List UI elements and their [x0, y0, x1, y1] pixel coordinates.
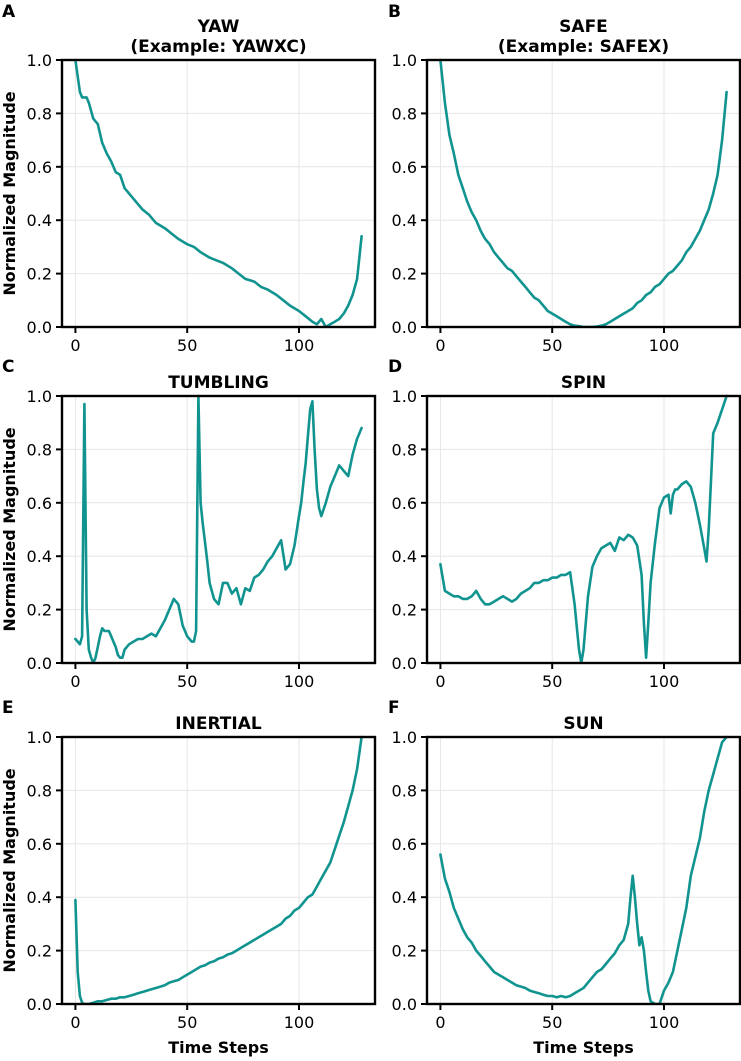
y-tick-label: 0.6	[392, 494, 417, 513]
y-tick-label: 0.8	[392, 104, 417, 123]
y-tick-label: 1.0	[27, 51, 52, 70]
plot-frame	[60, 735, 377, 1006]
x-axis-label: Time Steps	[533, 1038, 634, 1057]
y-tick-label: 0.8	[27, 781, 52, 800]
x-axis-label: Time Steps	[168, 1038, 269, 1057]
y-tick-label: 0.2	[27, 942, 52, 961]
plot-frame	[60, 394, 377, 665]
y-tick-label: 0.0	[392, 995, 417, 1014]
y-tick-label: 0.0	[392, 318, 417, 337]
y-tick-label: 0.4	[392, 211, 417, 230]
panel-letter: C	[2, 357, 14, 377]
x-tick-label: 0	[435, 336, 445, 355]
panel-c: 0 50 100 0.0 0.2 0.4 0.6 0.8 1.0 C TUMBLING Normali…	[0, 357, 377, 691]
panel-title: INERTIAL	[175, 714, 262, 734]
y-tick-label: 0.6	[27, 158, 52, 177]
plot-frame	[425, 394, 741, 665]
x-tick-label: 50	[177, 336, 197, 355]
y-tick-label: 0.2	[27, 265, 52, 284]
x-tick-label: 50	[177, 1013, 197, 1032]
x-tick-label: 0	[70, 672, 80, 691]
y-tick-label: 0.0	[392, 654, 417, 673]
x-tick-label: 100	[284, 672, 315, 691]
y-tick-label: 1.0	[392, 728, 417, 747]
y-tick-label: 0.4	[27, 211, 52, 230]
y-axis-label: Normalized Magnitude	[0, 427, 19, 631]
y-tick-label: 1.0	[27, 728, 52, 747]
x-tick-label: 50	[177, 672, 197, 691]
panel-title: SUN	[563, 714, 603, 734]
panel-b: 0 50 100 0.0 0.2 0.4 0.6 0.8 1.0 B SAFE(Example: S…	[388, 2, 741, 355]
y-tick-label: 0.6	[392, 835, 417, 854]
y-tick-label: 0.2	[392, 265, 417, 284]
series-line-sun	[439, 735, 728, 1004]
y-tick-label: 0.8	[392, 781, 417, 800]
series-line-safe	[439, 58, 728, 327]
plot-frame	[60, 58, 377, 329]
panel-title: (Example: YAWXC)	[130, 37, 306, 57]
x-tick-label: 0	[70, 336, 80, 355]
series-line-spin	[439, 394, 728, 663]
x-tick-label: 100	[649, 336, 680, 355]
plot-frame	[425, 58, 741, 329]
y-axis-label: Normalized Magnitude	[0, 768, 19, 972]
panel-e: 0 50 100 0.0 0.2 0.4 0.6 0.8 1.0 E INERTIAL Normali…	[0, 698, 377, 1057]
x-tick-label: 100	[284, 336, 315, 355]
y-tick-label: 0.8	[392, 440, 417, 459]
x-tick-label: 0	[70, 1013, 80, 1032]
y-tick-label: 0.2	[392, 601, 417, 620]
y-tick-label: 0.2	[392, 942, 417, 961]
y-tick-label: 0.8	[27, 104, 52, 123]
panel-letter: D	[388, 357, 402, 377]
panel-letter: E	[2, 698, 14, 718]
panel-d: 0 50 100 0.0 0.2 0.4 0.6 0.8 1.0 D SPIN	[388, 357, 741, 691]
plot-frame	[425, 735, 741, 1006]
y-tick-label: 0.4	[27, 547, 52, 566]
y-tick-label: 0.6	[392, 158, 417, 177]
panel-a: 0 50 100 0.0 0.2 0.4 0.6 0.8 1.0 A YAW(Example: YA…	[0, 2, 377, 355]
panel-title: SPIN	[561, 373, 606, 393]
y-tick-label: 0.0	[27, 654, 52, 673]
y-tick-label: 0.2	[27, 601, 52, 620]
panel-letter: B	[388, 2, 401, 22]
y-axis-label: Normalized Magnitude	[0, 91, 19, 295]
x-tick-label: 100	[649, 672, 680, 691]
x-tick-label: 0	[435, 672, 445, 691]
x-tick-label: 50	[542, 672, 562, 691]
y-tick-label: 1.0	[392, 387, 417, 406]
panel-title: TUMBLING	[168, 373, 269, 393]
x-tick-label: 100	[649, 1013, 680, 1032]
y-tick-label: 0.8	[27, 440, 52, 459]
series-line-tumbling	[74, 394, 363, 663]
panel-letter: A	[2, 2, 16, 22]
panel-f: 0 50 100 0.0 0.2 0.4 0.6 0.8 1.0 F SUN Time Steps	[388, 698, 741, 1057]
y-tick-label: 0.4	[27, 888, 52, 907]
panel-letter: F	[388, 698, 400, 718]
y-tick-label: 1.0	[392, 51, 417, 70]
y-tick-label: 0.0	[27, 318, 52, 337]
panel-title: SAFE	[559, 17, 608, 37]
panel-title: (Example: SAFEX)	[498, 37, 669, 57]
x-tick-label: 100	[284, 1013, 315, 1032]
series-line-yaw	[74, 58, 363, 327]
y-tick-label: 1.0	[27, 387, 52, 406]
x-tick-label: 50	[542, 336, 562, 355]
panel-title: YAW	[197, 17, 240, 37]
x-tick-label: 0	[435, 1013, 445, 1032]
y-tick-label: 0.4	[392, 547, 417, 566]
series-line-inertial	[74, 735, 363, 1004]
y-tick-label: 0.4	[392, 888, 417, 907]
x-tick-label: 50	[542, 1013, 562, 1032]
y-tick-label: 0.6	[27, 494, 52, 513]
y-tick-label: 0.6	[27, 835, 52, 854]
y-tick-label: 0.0	[27, 995, 52, 1014]
